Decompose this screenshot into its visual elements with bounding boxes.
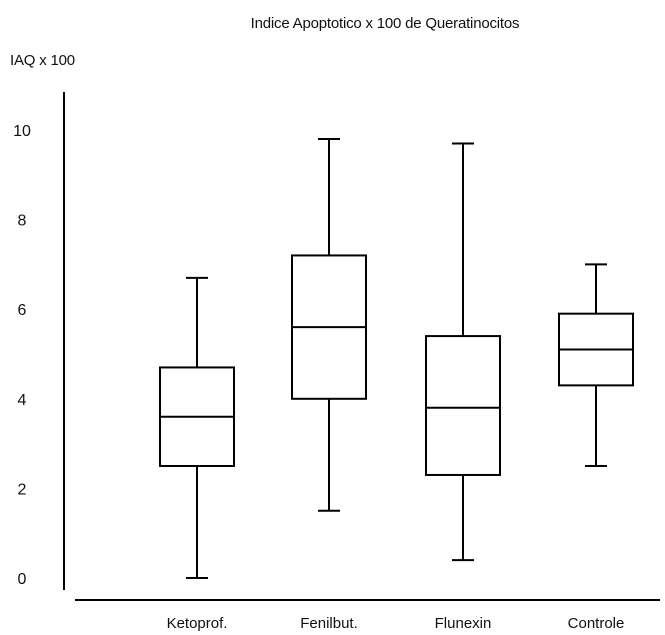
chart-title: Indice Apoptotico x 100 de Queratinocito… — [250, 15, 520, 32]
box-series — [159, 137, 634, 579]
box-fenilbut — [291, 137, 367, 512]
y-tick-label: 10 — [13, 123, 31, 140]
y-tick-label: 0 — [18, 571, 27, 588]
y-tick-label: 4 — [18, 392, 27, 409]
y-tick-labels: 0 2 4 6 8 10 — [13, 123, 31, 588]
box-ketoprof — [159, 276, 235, 579]
x-tick-label: Fenilbut. — [300, 615, 358, 632]
y-axis-label: IAQ x 100 — [10, 52, 75, 69]
x-tick-labels: Ketoprof. Fenilbut. Flunexin Controle — [167, 615, 625, 632]
box-flunexin — [425, 142, 501, 562]
iqr-box — [425, 335, 501, 476]
y-tick-label: 6 — [18, 302, 27, 319]
box-controle — [558, 263, 634, 467]
x-tick-label: Flunexin — [435, 615, 492, 632]
y-tick-label: 8 — [18, 213, 27, 230]
y-tick-label: 2 — [18, 481, 27, 498]
x-tick-label: Ketoprof. — [167, 615, 228, 632]
x-tick-label: Controle — [568, 615, 625, 632]
